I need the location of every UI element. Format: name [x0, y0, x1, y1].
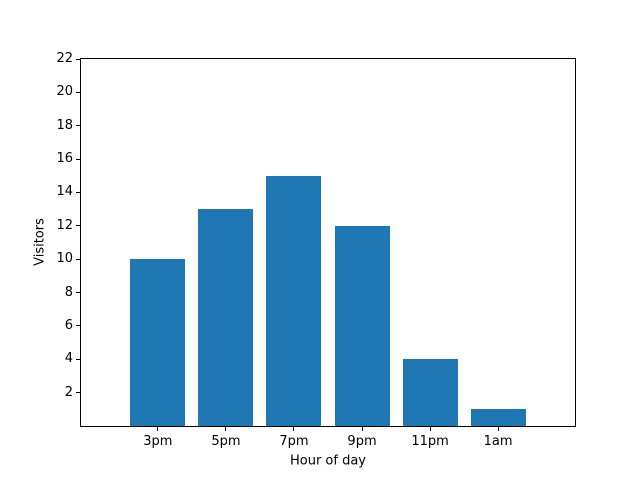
- y-tick-label: 22: [56, 51, 73, 66]
- y-tick-mark: [76, 91, 80, 93]
- x-tick-mark: [293, 427, 295, 431]
- y-axis-label: Visitors: [32, 218, 48, 266]
- y-tick-mark: [76, 258, 80, 260]
- y-tick-label: 10: [56, 251, 73, 267]
- bar-7pm: [266, 175, 322, 426]
- y-tick-mark: [76, 191, 80, 193]
- x-tick-mark: [157, 427, 159, 431]
- y-tick-label: 20: [56, 84, 73, 100]
- x-tick-label: 11pm: [411, 434, 449, 449]
- x-tick-mark: [429, 427, 431, 431]
- y-tick-label: 12: [56, 217, 73, 233]
- y-tick-label: 8: [64, 284, 73, 300]
- x-tick-label: 3pm: [143, 434, 173, 449]
- bar-9pm: [334, 225, 390, 426]
- y-tick-mark: [76, 292, 80, 294]
- y-tick-mark: [76, 392, 80, 394]
- y-tick-label: 4: [64, 351, 73, 367]
- y-tick-label: 6: [64, 317, 73, 333]
- y-tick-label: 16: [56, 151, 73, 167]
- x-tick-label: 9pm: [347, 434, 377, 449]
- bar-3pm: [130, 259, 186, 426]
- y-tick-label: 2: [64, 384, 73, 400]
- y-tick-label: 18: [56, 117, 73, 133]
- bar-1am: [470, 409, 526, 426]
- y-tick-mark: [76, 325, 80, 327]
- y-tick-mark: [76, 158, 80, 160]
- bar-11pm: [402, 359, 458, 426]
- x-tick-label: 7pm: [279, 434, 309, 449]
- y-tick-mark: [76, 225, 80, 227]
- y-tick-label: 14: [56, 184, 73, 200]
- x-tick-label: 1am: [483, 434, 513, 449]
- y-tick-mark: [76, 358, 80, 360]
- y-tick-mark: [76, 125, 80, 127]
- x-axis-label: Hour of day: [289, 453, 367, 469]
- y-tick-mark: [76, 58, 80, 60]
- plot-area: 2 4 6 8 10 12 14 16 18 20 22 3pm 5pm 7pm 9pm 11pm 1am: [56, 51, 576, 449]
- x-tick-mark: [225, 427, 227, 431]
- x-tick-label: 5pm: [211, 434, 241, 449]
- x-tick-mark: [361, 427, 363, 431]
- bar-5pm: [198, 209, 254, 426]
- x-tick-mark: [497, 427, 499, 431]
